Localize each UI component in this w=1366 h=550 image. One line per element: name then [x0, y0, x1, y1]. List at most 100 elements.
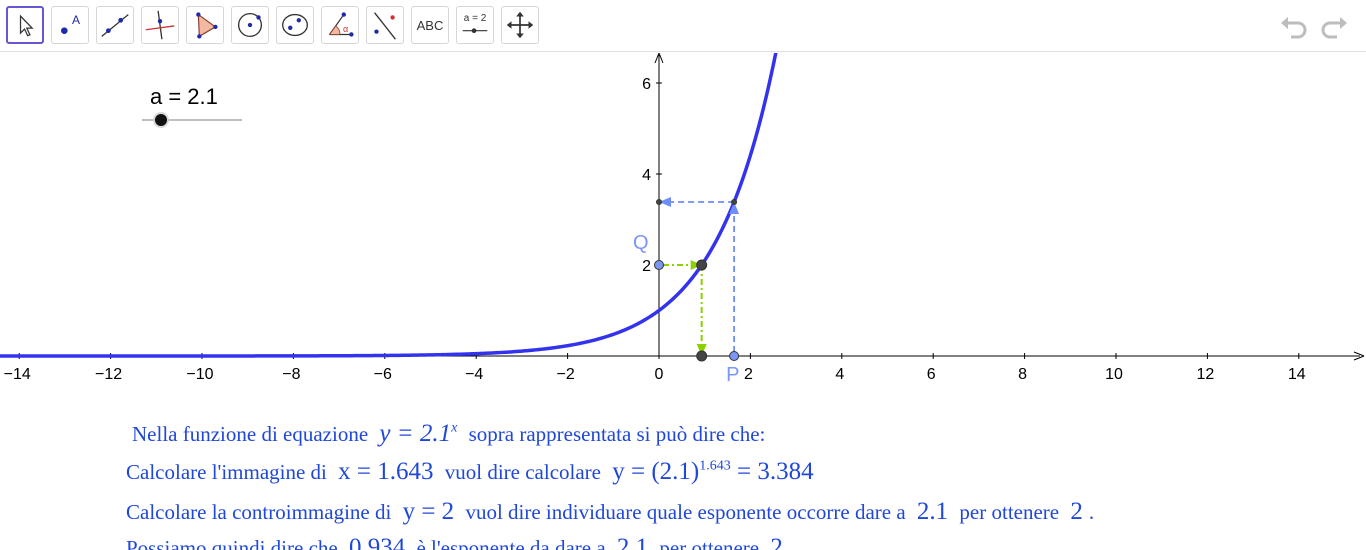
point-tool-label: A	[72, 13, 81, 27]
x-tick-label: 0	[655, 366, 664, 383]
reflect-tool-button[interactable]	[366, 6, 404, 44]
perpendicular-line-icon	[145, 10, 175, 40]
polygon-tool-button[interactable]	[186, 6, 224, 44]
ellipse-icon	[282, 13, 308, 37]
x-tick-label: 8	[1018, 366, 1027, 383]
reflect-icon	[374, 12, 396, 40]
move-tool-button[interactable]	[6, 6, 44, 44]
math-formula: x = 1.643	[338, 458, 434, 485]
redo-icon	[1321, 17, 1347, 39]
point-Q[interactable]	[654, 260, 664, 270]
math-formula: y = 2	[402, 498, 455, 525]
y-axis-arrow	[654, 53, 664, 64]
math-formula: 0.934	[348, 534, 406, 550]
undo-button[interactable]	[1280, 14, 1310, 40]
angle-tool-label: α	[343, 24, 349, 34]
conic-tool-button[interactable]	[276, 6, 314, 44]
x-tick-label: 14	[1288, 366, 1306, 383]
undo-icon	[1281, 17, 1307, 39]
toolbar: A	[0, 0, 1366, 52]
x-tick-label: 10	[1105, 366, 1123, 383]
math-result: = 3.384	[737, 458, 814, 485]
text-segment: vuol dire individuare quale esponente oc…	[465, 500, 906, 524]
text-segment: Calcolare la controimmagine di	[126, 500, 392, 524]
x-tick-label: −4	[465, 366, 483, 383]
text-segment: Nella funzione di equazione	[132, 422, 369, 446]
image-point-on-y-axis	[656, 199, 662, 206]
math-formula: 2.1	[916, 498, 949, 525]
move-graphics-view-tool-button[interactable]	[501, 6, 539, 44]
angle-tool-button[interactable]: α	[321, 6, 359, 44]
x-tick-label: 4	[835, 366, 844, 383]
point-Q-label: Q	[633, 232, 649, 254]
text-segment: per ottenere	[659, 536, 760, 550]
construction-lines	[659, 197, 740, 356]
line-icon	[101, 14, 129, 37]
cursor-arrow-icon	[19, 14, 34, 37]
slider-knob[interactable]	[155, 114, 167, 126]
math-exponent: 1.643	[699, 458, 731, 474]
math-base: y = (2.1)	[612, 458, 700, 485]
text-tool-label: ABC	[416, 17, 444, 33]
math-base: y = 2.1	[379, 420, 452, 447]
x-tick-label: −10	[186, 366, 213, 383]
preimage-point-on-x-axis	[696, 350, 708, 362]
redo-button[interactable]	[1318, 14, 1348, 40]
point-icon	[61, 27, 68, 34]
point-tool-button[interactable]: A	[51, 6, 89, 44]
text-segment: Possiamo quindi dire che	[126, 536, 338, 550]
circle-tool-button[interactable]	[231, 6, 269, 44]
perpendicular-line-tool-button[interactable]	[141, 6, 179, 44]
image-arrowhead-left	[659, 197, 671, 208]
graphics-view[interactable]: −14 −12 −10 −8 −6 −4 −2 0 2 4 6 8 10 12 14 246 QP	[0, 53, 1366, 410]
text-line-1: Nella funzione di equazione y = 2.1x sop…	[132, 420, 765, 448]
slider-a[interactable]	[140, 110, 250, 132]
x-tick-label: −12	[95, 366, 122, 383]
text-segment: .	[1088, 500, 1095, 524]
x-tick-label: −2	[556, 366, 574, 383]
angle-icon	[328, 12, 354, 37]
slider-tool-label: a = 2	[463, 13, 487, 24]
polygon-icon	[196, 12, 218, 39]
x-tick-label: −6	[374, 366, 392, 383]
math-formula: 2	[770, 534, 783, 550]
point-P-label: P	[726, 364, 739, 386]
math-formula: y = 2.1x	[379, 420, 457, 447]
text-tool-button[interactable]: ABC	[411, 6, 449, 44]
x-axis-ticks: −14 −12 −10 −8 −6 −4 −2 0 2 4 6 8 10 12 14	[4, 353, 1306, 383]
move-arrows-icon	[506, 11, 534, 39]
preimage-arrowhead-down	[696, 344, 707, 356]
text-segment: sopra rappresentata si può dire che:	[468, 422, 766, 446]
x-tick-label: −14	[4, 366, 31, 383]
y-tick-label: 4	[642, 167, 651, 184]
text-line-3: Calcolare la controimmagine di y = 2 vuo…	[126, 498, 1094, 526]
circle-icon	[237, 12, 263, 38]
math-formula: y = (2.1)1.643 = 3.384	[612, 458, 813, 485]
text-line-4: Possiamo quindi dire che 0.934 è l'espon…	[126, 534, 789, 550]
line-tool-button[interactable]	[96, 6, 134, 44]
math-formula: 2.1	[616, 534, 649, 550]
explanation-text: Nella funzione di equazione y = 2.1x sop…	[0, 410, 1366, 550]
text-segment: è l'esponente da dare a	[416, 536, 606, 550]
x-tick-label: −8	[282, 366, 300, 383]
y-tick-label: 2	[642, 258, 651, 275]
slider-label: a = 2.1	[150, 84, 218, 109]
x-tick-label: 6	[927, 366, 936, 383]
image-point-on-curve	[731, 199, 738, 206]
image-arrowhead-up	[729, 202, 740, 215]
x-tick-label: 2	[744, 366, 753, 383]
preimage-point-on-curve	[696, 259, 708, 271]
text-line-2: Calcolare l'immagine di x = 1.643 vuol d…	[126, 458, 820, 486]
slider-icon	[462, 28, 488, 34]
text-segment: Calcolare l'immagine di	[126, 460, 327, 484]
y-tick-label: 6	[642, 76, 651, 93]
exponential-curve[interactable]	[0, 53, 778, 358]
text-segment: vuol dire calcolare	[444, 460, 601, 484]
graph-points[interactable]: QP	[633, 199, 740, 386]
math-formula: 2	[1070, 498, 1083, 525]
text-segment: per ottenere	[959, 500, 1060, 524]
x-tick-label: 12	[1197, 366, 1215, 383]
slider-tool-button[interactable]: a = 2	[456, 6, 494, 44]
math-exponent: x	[451, 420, 458, 436]
point-P[interactable]	[729, 351, 740, 361]
